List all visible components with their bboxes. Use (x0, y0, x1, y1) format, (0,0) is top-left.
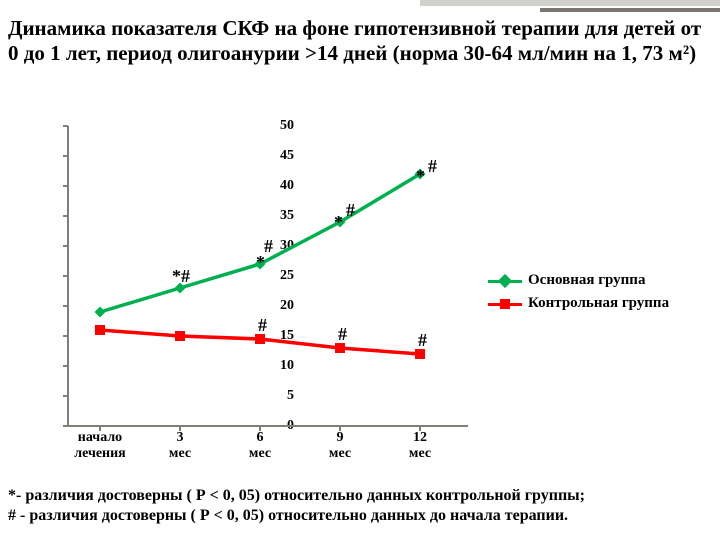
plot-area (68, 126, 468, 426)
x-tick-label: 9мес (305, 430, 375, 462)
legend-item-main: Основная группа (488, 272, 669, 289)
legend-label: Контрольная группа (528, 295, 669, 312)
title-text: Динамика показателя СКФ на фоне гипотенз… (8, 16, 701, 65)
significance-marker: # (338, 324, 347, 345)
footnote-line-1: *- различия достоверны ( Р < 0, 05) отно… (8, 486, 712, 506)
slide-title: Динамика показателя СКФ на фоне гипотенз… (8, 16, 712, 66)
significance-marker: # (264, 236, 273, 257)
significance-marker: # (258, 315, 267, 336)
decorative-top-bars (420, 0, 720, 14)
significance-marker: # (418, 330, 427, 351)
footnote-line-2: # - различия достоверны ( Р < 0, 05) отн… (8, 506, 712, 526)
x-tick-label: 3мес (145, 430, 215, 462)
x-tick-label: началолечения (65, 430, 135, 462)
significance-marker: *# (172, 266, 190, 287)
significance-marker: * (256, 252, 265, 273)
significance-marker: # (346, 200, 355, 221)
chart-svg (68, 126, 468, 426)
legend-label: Основная группа (528, 272, 645, 289)
footnote: *- различия достоверны ( Р < 0, 05) отно… (8, 486, 712, 526)
significance-marker: * (416, 166, 425, 187)
x-tick-label: 6мес (225, 430, 295, 462)
slide: Динамика показателя СКФ на фоне гипотенз… (0, 0, 720, 540)
significance-marker: # (428, 156, 437, 177)
x-tick-label: 12мес (385, 430, 455, 462)
significance-marker: * (334, 212, 343, 233)
legend-item-control: Контрольная группа (488, 295, 669, 312)
legend: Основная группа Контрольная группа (488, 266, 669, 318)
line-chart: 05101520253035404550 началолечения3мес6м… (18, 116, 702, 474)
